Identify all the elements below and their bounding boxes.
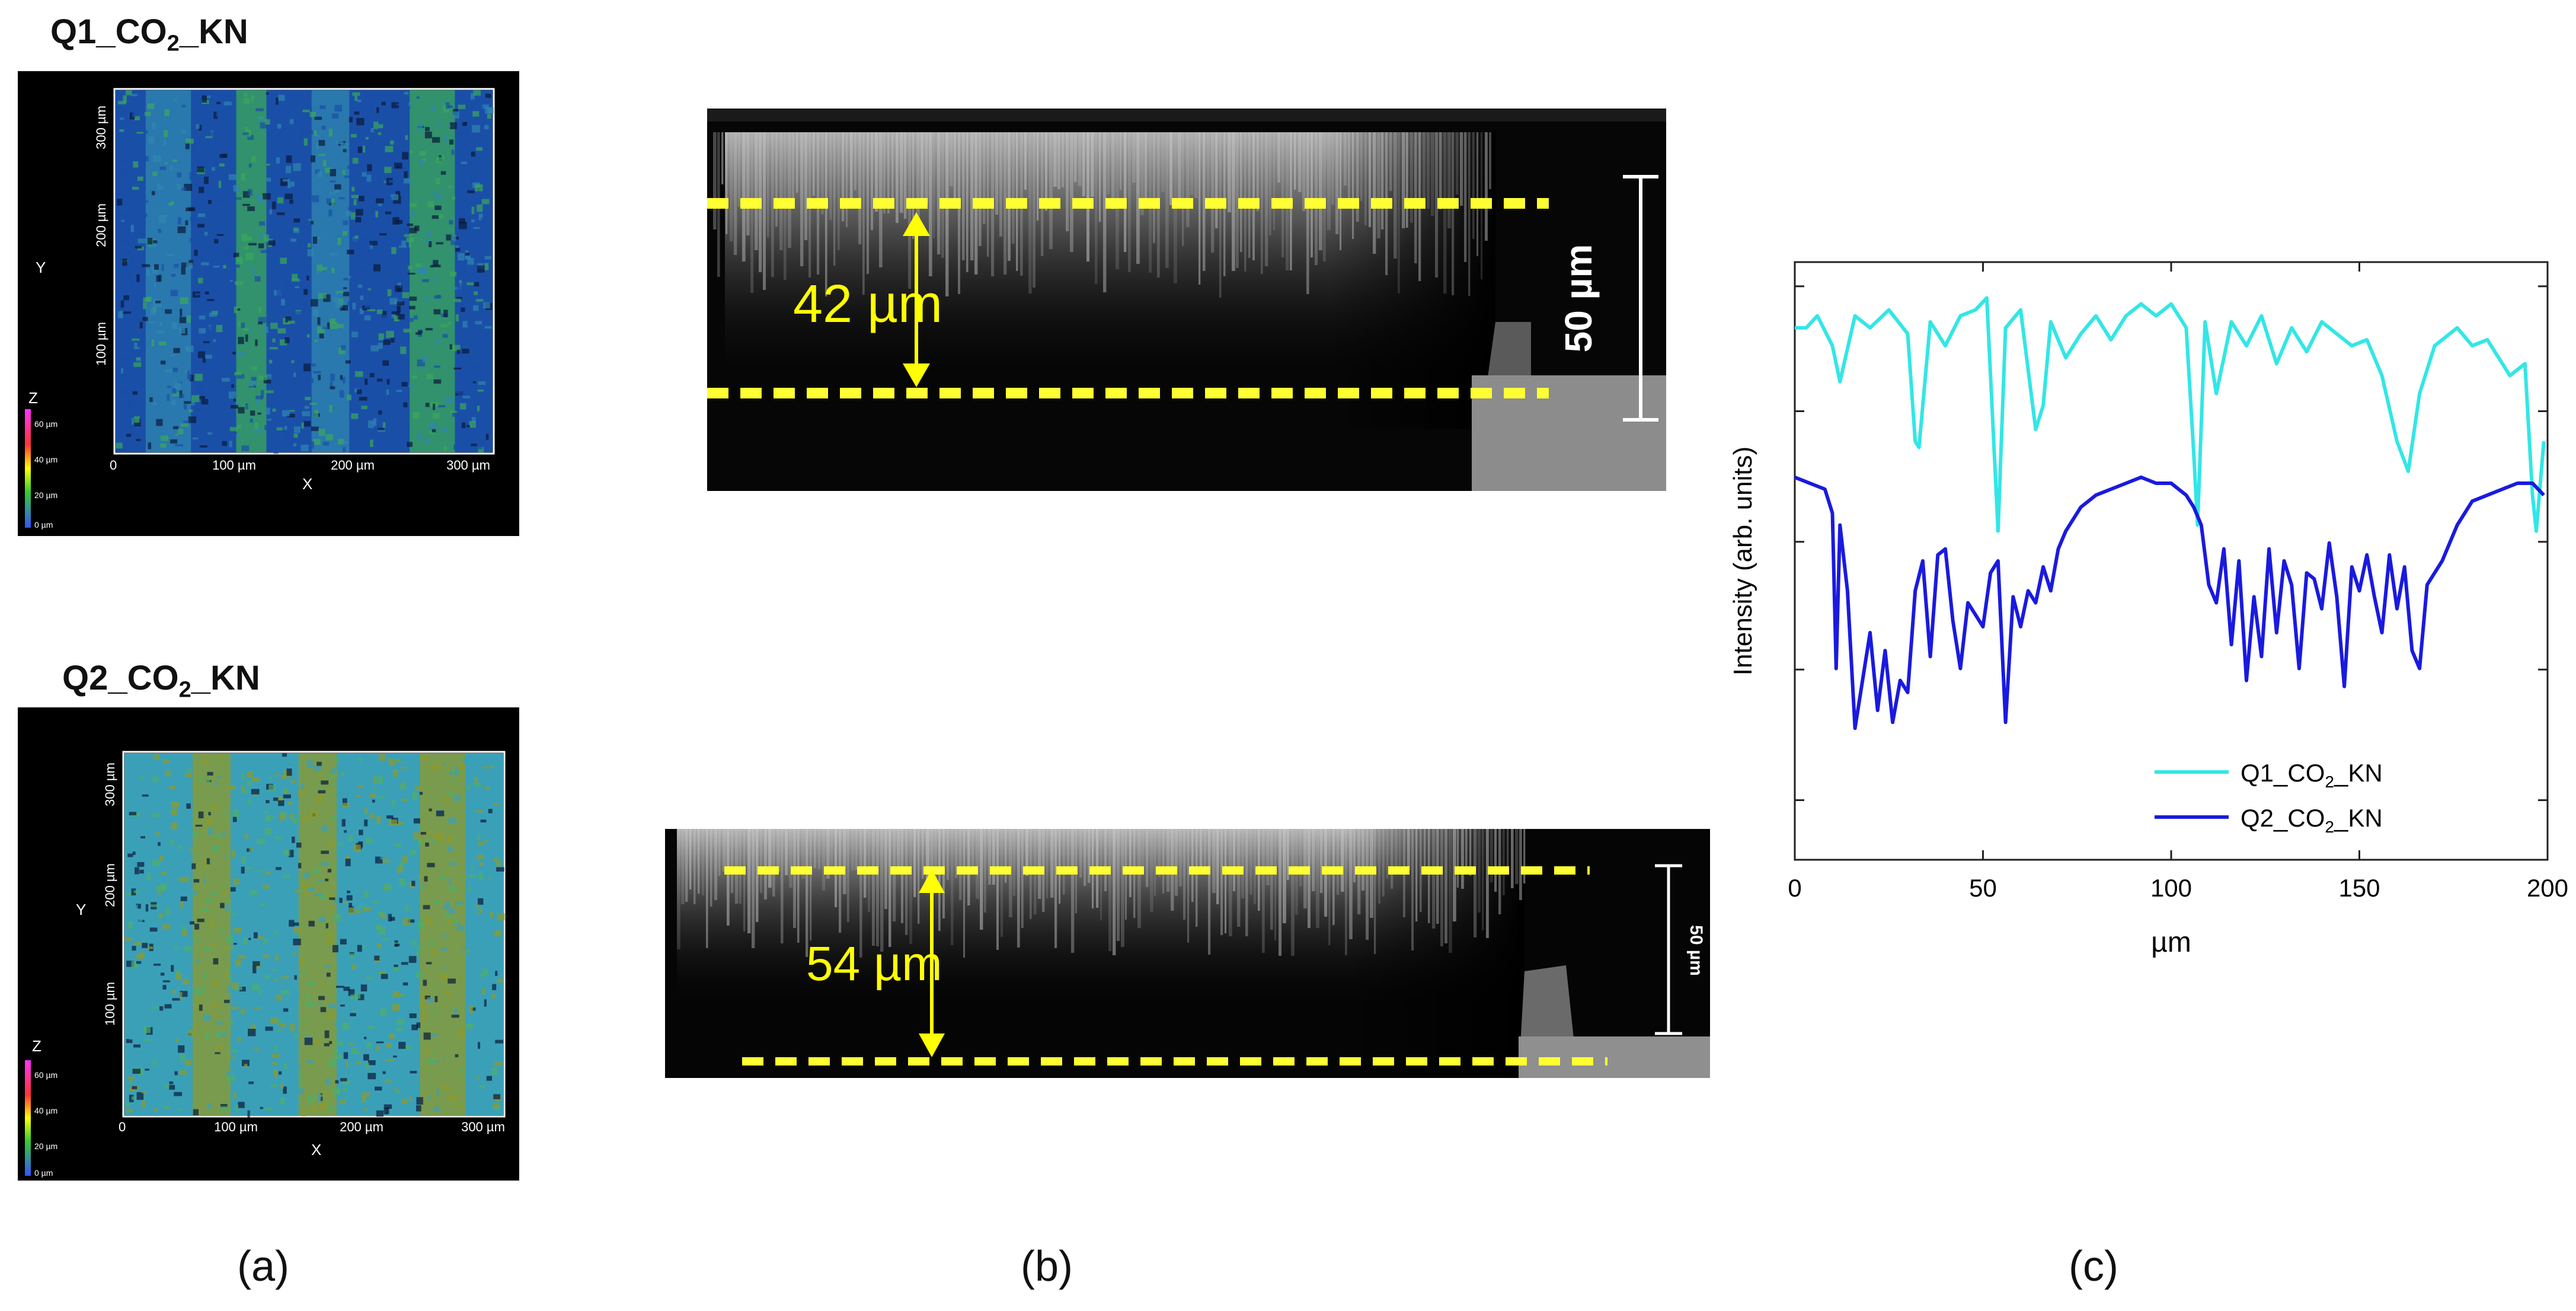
thickness-label: 54 µm: [806, 937, 942, 991]
intensity-profile-chart: 0 50 100 150 200 Intensity (arb. units) µm Q…: [1719, 225, 2572, 972]
series-line-q1: [1795, 296, 2546, 533]
colorbar: [25, 409, 31, 528]
y-tick-100: 100 µm: [103, 982, 117, 1026]
y-axis-label: Y: [76, 901, 86, 918]
x-tick-label: 100: [2150, 874, 2192, 902]
x-tick-200: 200 µm: [331, 458, 375, 473]
y-tick-100: 100 µm: [94, 322, 108, 366]
scale-bar-label: 50 µm: [1686, 925, 1706, 976]
colorbar-tick: 0 µm: [34, 1168, 53, 1178]
surface-map-q2: Y X 300 µm 200 µm 100 µm 0 100 µm 200 µm…: [18, 707, 519, 1181]
x-tick-label: 200: [2527, 874, 2568, 902]
y-tick-300: 300 µm: [94, 106, 108, 149]
colorbar-tick: 60 µm: [34, 419, 57, 429]
series-line-q2: [1794, 475, 2545, 731]
cross-section-bottom: 54 µm 50 µm: [665, 829, 1710, 1078]
legend: Q1_CO2_KN Q2_CO2_KN: [2155, 759, 2383, 836]
surface-map-q1: Y X 300 µm 200 µm 100 µm 0 100 µm 200 µm…: [18, 71, 519, 536]
colorbar-tick: 40 µm: [34, 455, 57, 464]
arrow-head-down: [903, 363, 930, 387]
x-tick-label: 50: [1969, 874, 1997, 902]
arrow-head-up: [903, 212, 930, 236]
y-tick-200: 200 µm: [103, 863, 117, 907]
x-tick-label: 0: [1788, 874, 1801, 902]
y-axis-label: Y: [36, 259, 46, 276]
intensity-profile-svg: 0 50 100 150 200 Intensity (arb. units) µm Q…: [1728, 261, 2568, 958]
thickness-label: 42 µm: [793, 275, 942, 334]
cross-section-top: 42 µm 50 µm: [707, 109, 1666, 491]
x-tick-300: 300 µm: [461, 1119, 505, 1134]
x-tick-200: 200 µm: [340, 1119, 383, 1134]
arrow-head-up: [919, 869, 945, 893]
colorbar: [25, 1060, 31, 1176]
surface-map-q1-canvas: Y X 300 µm 200 µm 100 µm 0 100 µm 200 µm…: [25, 88, 495, 529]
x-axis-label: µm: [2151, 927, 2191, 958]
scale-bar-label: 50 µm: [1557, 244, 1600, 353]
x-axis-label: X: [302, 475, 312, 493]
y-axis-label: Intensity (arb. units): [1728, 446, 1757, 675]
panel-b-caption: (b): [1021, 1243, 1073, 1290]
y-tick-200: 200 µm: [94, 203, 108, 247]
panel-c-caption: (c): [2069, 1243, 2118, 1290]
colorbar-label: Z: [32, 1037, 41, 1055]
panel-a-caption: (a): [237, 1243, 289, 1290]
colorbar-tick: 60 µm: [34, 1070, 57, 1080]
x-tick-300: 300 µm: [446, 458, 490, 473]
cross-section-top-canvas: 42 µm 50 µm: [707, 109, 1666, 491]
arrow-head-down: [919, 1034, 945, 1057]
origin-tick: 0: [119, 1119, 126, 1134]
surface-map-q2-canvas: Y X 300 µm 200 µm 100 µm 0 100 µm 200 µm…: [25, 751, 506, 1178]
x-axis-label: X: [311, 1141, 321, 1159]
x-tick-100: 100 µm: [214, 1119, 258, 1134]
colorbar-tick: 0 µm: [34, 520, 53, 529]
y-tick-300: 300 µm: [103, 763, 117, 806]
colorbar-label: Z: [28, 389, 38, 407]
cross-section-bottom-canvas: 54 µm 50 µm: [665, 829, 1710, 1078]
legend-label-q2: Q2_CO2_KN: [2241, 804, 2383, 836]
legend-label-q1: Q1_CO2_KN: [2241, 759, 2383, 791]
panel-a-bottom-title: Q2_CO2_KN: [62, 659, 260, 703]
x-tick-100: 100 µm: [212, 458, 256, 473]
panel-a-top-title: Q1_CO2_KN: [50, 12, 248, 56]
x-tick-label: 150: [2338, 874, 2380, 902]
colorbar-tick: 20 µm: [34, 490, 57, 500]
origin-tick: 0: [110, 458, 117, 473]
colorbar-tick: 40 µm: [34, 1106, 57, 1115]
colorbar-tick: 20 µm: [34, 1141, 57, 1151]
